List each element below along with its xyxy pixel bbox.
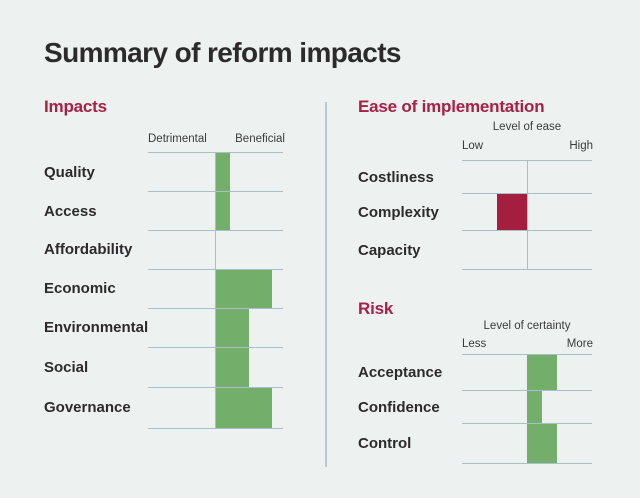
row-label-access: Access xyxy=(44,202,97,220)
row-label-costliness: Costliness xyxy=(358,168,434,186)
row-label-acceptance: Acceptance xyxy=(358,364,443,381)
impacts-chart xyxy=(148,152,283,429)
grid-line xyxy=(462,230,592,231)
row-label-social: Social xyxy=(44,359,89,376)
row-label-quality: Quality xyxy=(44,163,95,181)
row-label-economic: Economic xyxy=(44,280,116,297)
section-heading-risk: Risk xyxy=(358,299,394,318)
bar-governance xyxy=(215,388,273,428)
impacts-scale-labels: Detrimental Beneficial xyxy=(148,133,285,145)
row-label-control: Control xyxy=(358,435,412,453)
bar-complexity xyxy=(497,194,527,230)
bar-control xyxy=(527,424,557,463)
bar-acceptance xyxy=(527,354,557,390)
page-title: Summary of reform impacts xyxy=(44,37,401,68)
section-heading-ease: Ease of implementation xyxy=(358,97,545,116)
ease-scale-labels: Low High xyxy=(462,140,593,152)
row-label-governance: Governance xyxy=(44,399,131,417)
axis-top-line xyxy=(462,160,592,161)
row-label-capacity: Capacity xyxy=(358,241,421,259)
axis-top-line xyxy=(462,353,592,355)
grid-line xyxy=(462,423,592,424)
row-label-confidence: Confidence xyxy=(358,398,440,416)
scale-label-high: High xyxy=(569,140,593,152)
grid-line xyxy=(148,191,283,192)
scale-label-less: Less xyxy=(462,338,487,350)
risk-scale-header: Level of certainty xyxy=(483,320,571,332)
grid-line xyxy=(462,193,592,194)
bar-confidence xyxy=(527,390,542,423)
row-label-environmental: Environmental xyxy=(44,319,149,337)
grid-line xyxy=(462,389,592,391)
bar-quality xyxy=(215,153,230,191)
row-label-complexity: Complexity xyxy=(358,203,439,221)
bar-social xyxy=(215,348,250,387)
grid-line xyxy=(148,387,283,388)
scale-label-detrimental: Detrimental xyxy=(148,133,207,145)
grid-line xyxy=(148,230,283,231)
bar-economic xyxy=(215,269,273,308)
bar-access xyxy=(215,192,230,230)
risk-chart xyxy=(462,353,592,464)
grid-line xyxy=(148,268,283,270)
grid-line xyxy=(462,462,592,464)
section-heading-impacts: Impacts xyxy=(44,97,107,116)
grid-line xyxy=(148,347,283,348)
column-divider xyxy=(325,102,327,467)
grid-line xyxy=(462,269,592,270)
row-label-affordability: Affordability xyxy=(44,241,133,259)
scale-label-low: Low xyxy=(462,140,484,152)
axis-top-line xyxy=(148,152,283,153)
risk-scale-labels: Less More xyxy=(462,338,593,350)
scale-label-more: More xyxy=(566,338,593,350)
grid-line xyxy=(148,307,283,309)
ease-chart xyxy=(462,160,592,270)
bar-environmental xyxy=(215,308,250,347)
ease-scale-header: Level of ease xyxy=(492,121,562,133)
grid-line xyxy=(148,427,283,429)
center-axis-line xyxy=(526,160,528,269)
scale-label-beneficial: Beneficial xyxy=(235,133,285,145)
